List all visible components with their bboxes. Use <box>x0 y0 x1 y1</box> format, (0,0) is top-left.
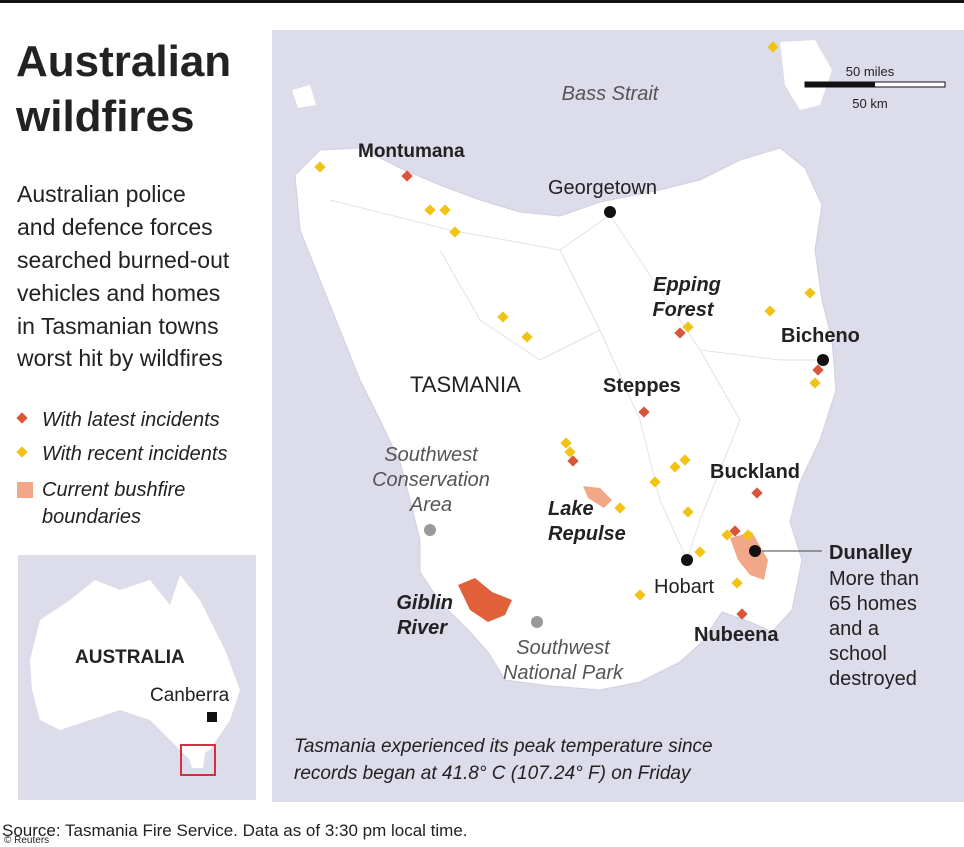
place-label: Georgetown <box>548 177 657 199</box>
recent-incident <box>424 204 436 216</box>
place-label: Steppes <box>603 375 681 397</box>
recent-incident <box>649 476 661 488</box>
place-label: Bass Strait <box>562 83 660 105</box>
recent-incident <box>449 226 461 238</box>
credit: © Reuters <box>4 835 49 846</box>
recent-incident <box>564 446 576 458</box>
recent-incident <box>560 437 572 449</box>
scale-miles: 50 miles <box>846 64 895 79</box>
recent-incident <box>764 305 776 317</box>
place-label: Lake Repulse <box>548 498 626 545</box>
legend-label: With latest incidents <box>42 409 220 431</box>
recent-incident <box>679 454 691 466</box>
place-label: Buckland <box>710 461 800 483</box>
description: Australian police and defence forces searc… <box>16 181 230 371</box>
place-label: Giblin River <box>396 592 453 639</box>
latest-incident <box>674 327 686 339</box>
fire-boundary <box>583 486 612 508</box>
recent-incident <box>669 461 681 473</box>
recent-incident <box>721 529 733 541</box>
inset-country: AUSTRALIA <box>75 647 185 668</box>
recent-incident <box>634 589 646 601</box>
town-dot <box>749 545 761 557</box>
legend-swatch <box>16 412 28 424</box>
place-label: Bicheno <box>781 325 860 347</box>
recent-incident <box>694 546 706 558</box>
legend-swatch <box>17 482 33 498</box>
recent-incident <box>682 506 694 518</box>
legend-swatch <box>16 446 28 458</box>
town-dot <box>681 554 693 566</box>
top-rule <box>0 0 964 3</box>
recent-incident <box>521 331 533 343</box>
latest-incident <box>401 170 413 182</box>
recent-incident <box>804 287 816 299</box>
inset-tasmania <box>188 753 205 768</box>
king-island <box>292 85 316 108</box>
recent-incident <box>314 161 326 173</box>
flinders-island <box>780 40 832 110</box>
town-dot <box>604 206 616 218</box>
place-label: TASMANIA <box>410 372 521 397</box>
recent-incident <box>682 321 694 333</box>
recent-incident <box>731 577 743 589</box>
inset-highlight <box>180 744 216 776</box>
fire-boundary <box>730 532 768 580</box>
fire-boundary <box>458 578 512 622</box>
recent-incident <box>439 204 451 216</box>
legend-label: With recent incidents <box>42 443 227 465</box>
inset-capital: Canberra <box>150 685 230 706</box>
recent-incident <box>497 311 509 323</box>
place-label: Epping Forest <box>652 274 720 321</box>
scale-km: 50 km <box>852 96 887 111</box>
place-label: Southwest Conservation Area <box>372 444 490 516</box>
town-dot <box>817 354 829 366</box>
place-label: Montumana <box>358 141 465 162</box>
legend-label: Current bushfire boundaries <box>42 479 185 528</box>
markers <box>314 41 829 628</box>
park-dot <box>424 524 436 536</box>
recent-incident <box>742 529 754 541</box>
note: Tasmania experienced its peak temperatur… <box>294 736 713 784</box>
latest-incident <box>567 455 579 467</box>
title: Australian wildfires <box>15 37 231 141</box>
latest-incident <box>638 406 650 418</box>
place-label: Southwest National Park <box>503 637 624 684</box>
place-label: Nubeena <box>694 624 779 646</box>
latest-incident <box>736 608 748 620</box>
recent-incident <box>614 502 626 514</box>
latest-incident <box>751 487 763 499</box>
capital-marker <box>207 712 217 722</box>
latest-incident <box>812 364 824 376</box>
inset-australia <box>30 575 240 760</box>
recent-incident <box>809 377 821 389</box>
scale-bar <box>805 82 875 87</box>
latest-incident <box>729 525 741 537</box>
park-dot <box>531 616 543 628</box>
source: Source: Tasmania Fire Service. Data as o… <box>2 821 468 840</box>
place-label: Hobart <box>654 576 714 598</box>
recent-incident <box>767 41 779 53</box>
place-label: Dunalley <box>829 542 913 564</box>
roads <box>329 199 820 561</box>
place-note: More than 65 homes and a school destroyed <box>829 568 919 690</box>
